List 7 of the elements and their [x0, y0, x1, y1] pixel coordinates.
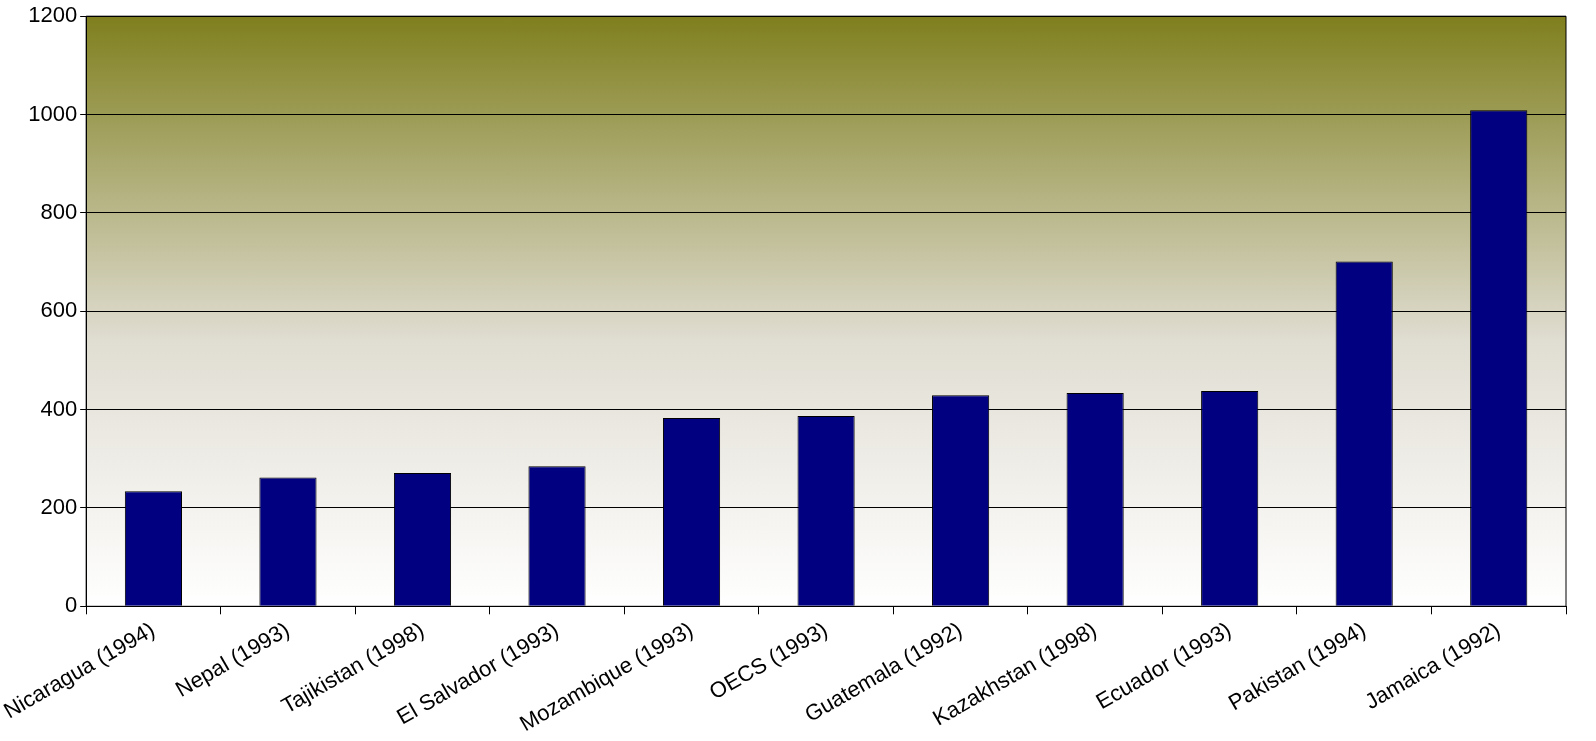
y-tick-label: 1000 [28, 100, 78, 126]
y-tick-label: 0 [64, 592, 78, 618]
y-tick-label: 400 [40, 395, 78, 421]
y-tick-label: 200 [40, 494, 78, 520]
y-tick-label: 600 [40, 297, 78, 323]
y-tick-label: 800 [40, 198, 78, 224]
y-tick-label: 1200 [28, 2, 78, 28]
